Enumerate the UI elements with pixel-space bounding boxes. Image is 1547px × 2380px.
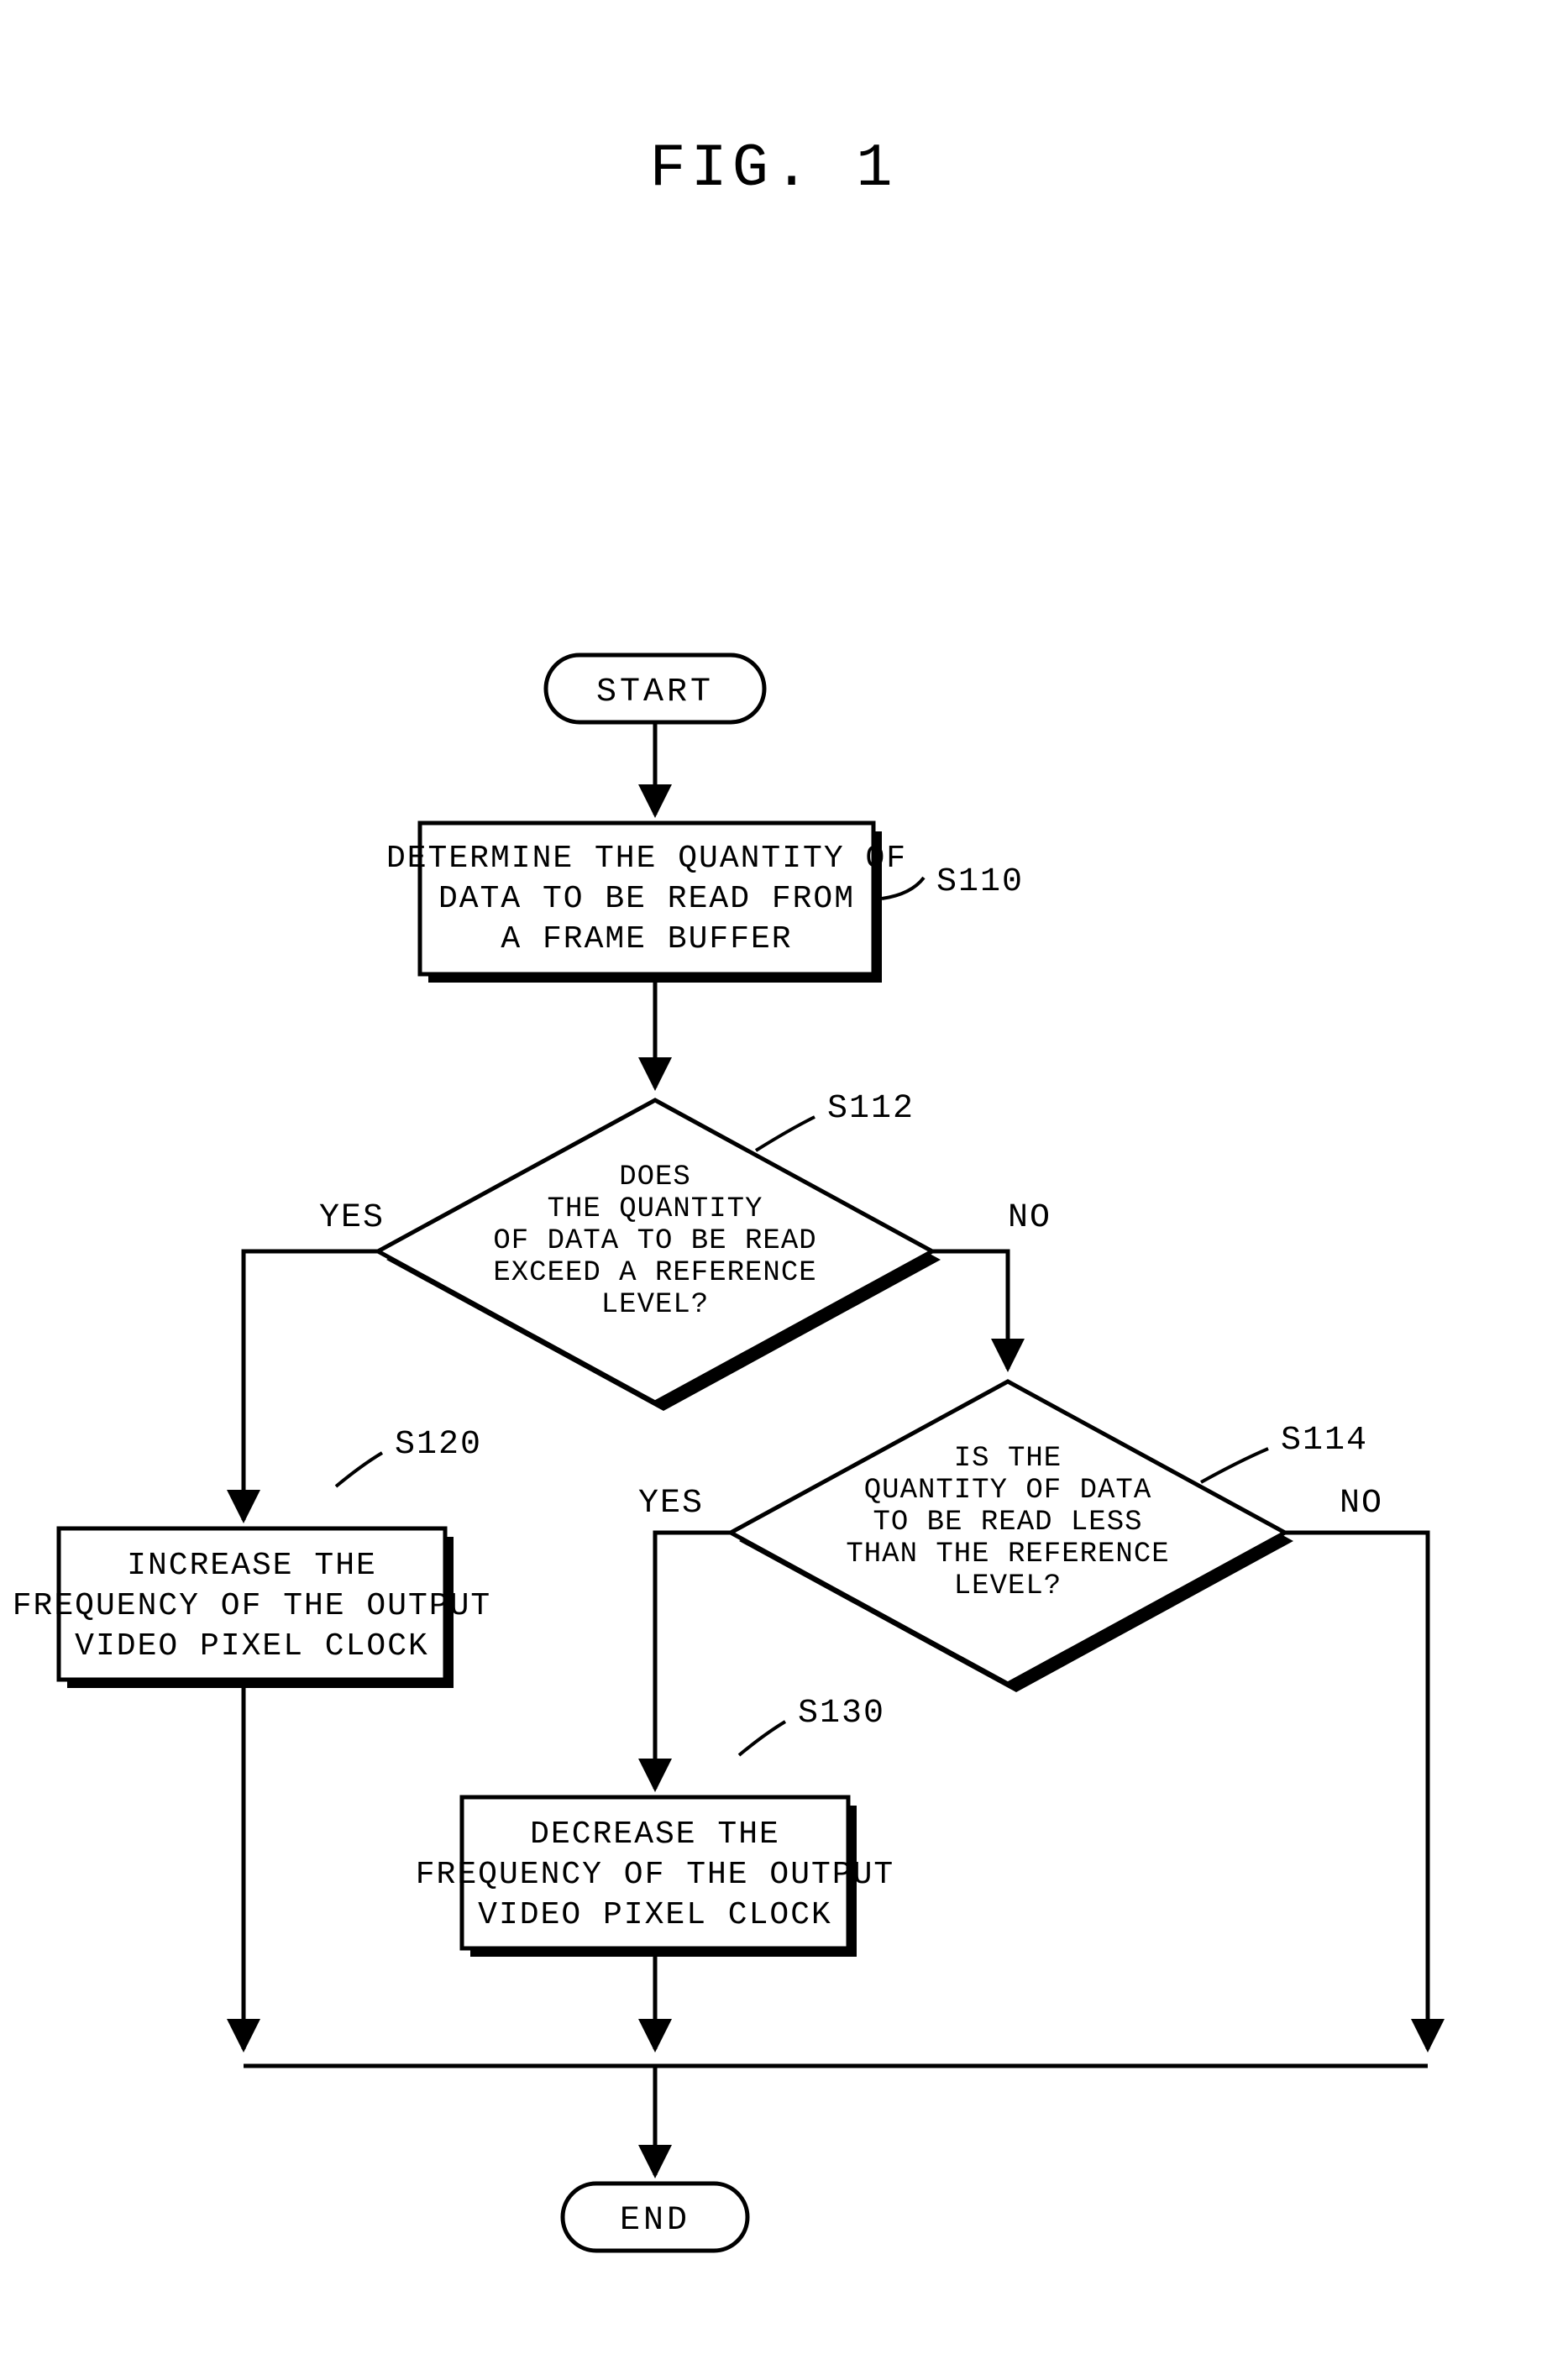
s112-line5: LEVEL? bbox=[601, 1289, 709, 1321]
s112-ref: S112 bbox=[827, 1090, 915, 1128]
s120-ref: S120 bbox=[395, 1426, 482, 1464]
node-s110: DETERMINE THE QUANTITY OF DATA TO BE REA… bbox=[386, 823, 907, 983]
edge-s114-yes bbox=[655, 1533, 731, 1789]
terminal-start-label: START bbox=[596, 674, 714, 711]
s114-line5: LEVEL? bbox=[954, 1570, 1062, 1602]
terminal-end: END bbox=[563, 2183, 747, 2251]
s120-ref-tick bbox=[336, 1453, 382, 1486]
s130-line1: DECREASE THE bbox=[530, 1816, 780, 1853]
s130-line2: FREQUENCY OF THE OUTPUT bbox=[416, 1857, 895, 1893]
s110-ref: S110 bbox=[936, 863, 1024, 901]
s112-line4: EXCEED A REFERENCE bbox=[493, 1257, 816, 1289]
edge-s112-yes bbox=[244, 1251, 378, 1520]
s110-line3: A FRAME BUFFER bbox=[501, 921, 792, 957]
s120-line2: FREQUENCY OF THE OUTPUT bbox=[13, 1588, 492, 1624]
s120-line1: INCREASE THE bbox=[127, 1548, 377, 1584]
node-s120: INCREASE THE FREQUENCY OF THE OUTPUT VID… bbox=[13, 1528, 492, 1688]
s112-ref-tick bbox=[756, 1117, 815, 1151]
s114-yes-label: YES bbox=[638, 1485, 704, 1523]
s112-no-label: NO bbox=[1008, 1199, 1051, 1237]
s130-ref-tick bbox=[739, 1722, 785, 1755]
s114-ref-tick bbox=[1201, 1449, 1268, 1482]
figure-title: FIG. 1 bbox=[649, 134, 897, 203]
s110-line2: DATA TO BE READ FROM bbox=[438, 881, 855, 917]
s110-line1: DETERMINE THE QUANTITY OF bbox=[386, 841, 907, 877]
terminal-end-label: END bbox=[620, 2202, 690, 2240]
s114-ref: S114 bbox=[1281, 1422, 1368, 1460]
s114-no-label: NO bbox=[1340, 1485, 1383, 1523]
s114-line2: QUANTITY OF DATA bbox=[864, 1475, 1151, 1507]
flowchart-fig1: FIG. 1 START DETERMINE THE QUANTITY OF D… bbox=[0, 0, 1547, 2380]
s114-line4: THAN THE REFERENCE bbox=[846, 1539, 1169, 1570]
node-s130: DECREASE THE FREQUENCY OF THE OUTPUT VID… bbox=[416, 1797, 895, 1957]
node-s112: DOES THE QUANTITY OF DATA TO BE READ EXC… bbox=[378, 1100, 941, 1411]
s112-line1: DOES bbox=[619, 1161, 691, 1193]
s112-yes-label: YES bbox=[319, 1199, 385, 1237]
s130-ref: S130 bbox=[798, 1695, 885, 1733]
terminal-start: START bbox=[546, 655, 764, 722]
s114-line1: IS THE bbox=[954, 1443, 1062, 1475]
edge-s114-no bbox=[1285, 1533, 1428, 2049]
s120-line3: VIDEO PIXEL CLOCK bbox=[75, 1628, 429, 1664]
s112-line3: OF DATA TO BE READ bbox=[493, 1225, 816, 1257]
s130-line3: VIDEO PIXEL CLOCK bbox=[478, 1897, 832, 1933]
edge-s112-no bbox=[932, 1251, 1008, 1369]
node-s114: IS THE QUANTITY OF DATA TO BE READ LESS … bbox=[731, 1381, 1293, 1692]
s114-line3: TO BE READ LESS bbox=[873, 1507, 1142, 1539]
s110-ref-tick bbox=[882, 878, 924, 899]
s112-line2: THE QUANTITY bbox=[548, 1193, 763, 1225]
